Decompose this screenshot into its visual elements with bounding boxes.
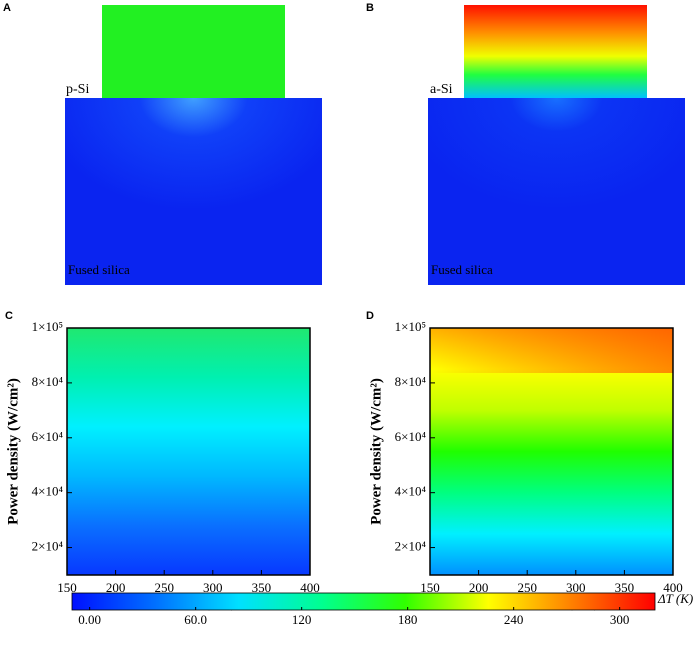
x-tick-label: 350	[252, 580, 272, 595]
heatmap-overlay	[430, 328, 673, 373]
colorbar-tick-label: 60.0	[184, 612, 207, 627]
x-tick-label: 200	[106, 580, 126, 595]
colorbar-tick-label: 180	[398, 612, 418, 627]
y-tick-label: 4×10⁴	[32, 484, 64, 499]
colorbar	[71, 592, 656, 611]
plot-frame	[66, 327, 311, 576]
colorbar-label: ΔT (K)	[657, 591, 693, 606]
colorbar-tick-label: 120	[292, 612, 312, 627]
panel-label: C	[5, 310, 13, 322]
y-tick-label: 2×10⁴	[32, 539, 64, 554]
colorbar-tick-label: 300	[610, 612, 630, 627]
substrate	[65, 98, 322, 285]
y-tick-label: 8×10⁴	[395, 374, 427, 389]
colorbar-tick-label: 0.00	[78, 612, 101, 627]
y-axis-label: Power density (W/cm²)	[5, 378, 21, 525]
plot-frame	[429, 327, 674, 576]
material-label: a-Si	[430, 82, 453, 97]
x-tick-label: 250	[154, 580, 174, 595]
x-tick-label: 300	[203, 580, 223, 595]
substrate-label: Fused silica	[68, 262, 130, 277]
x-tick-label: 300	[566, 580, 586, 595]
substrate	[428, 98, 685, 285]
y-tick-label: 4×10⁴	[395, 484, 427, 499]
x-tick-label: 250	[517, 580, 537, 595]
y-tick-label: 1×10⁵	[395, 319, 426, 334]
y-axis-label: Power density (W/cm²)	[368, 378, 384, 525]
x-tick-label: 150	[420, 580, 440, 595]
material-label: p-Si	[66, 82, 89, 97]
y-tick-label: 6×10⁴	[32, 429, 64, 444]
y-tick-label: 8×10⁴	[32, 374, 64, 389]
panel-label: A	[3, 2, 11, 14]
panel-label: B	[366, 2, 374, 14]
substrate-label: Fused silica	[431, 262, 493, 277]
heatmap	[67, 328, 310, 575]
x-tick-label: 400	[663, 580, 683, 595]
nanodisk	[464, 5, 647, 98]
x-tick-label: 200	[469, 580, 489, 595]
panel-label: D	[366, 310, 374, 322]
y-tick-label: 1×10⁵	[32, 319, 63, 334]
nanodisk	[102, 5, 285, 98]
x-tick-label: 150	[57, 580, 77, 595]
x-tick-label: 350	[615, 580, 635, 595]
y-tick-label: 6×10⁴	[395, 429, 427, 444]
colorbar-tick-label: 240	[504, 612, 524, 627]
y-tick-label: 2×10⁴	[395, 539, 427, 554]
x-tick-label: 400	[300, 580, 320, 595]
